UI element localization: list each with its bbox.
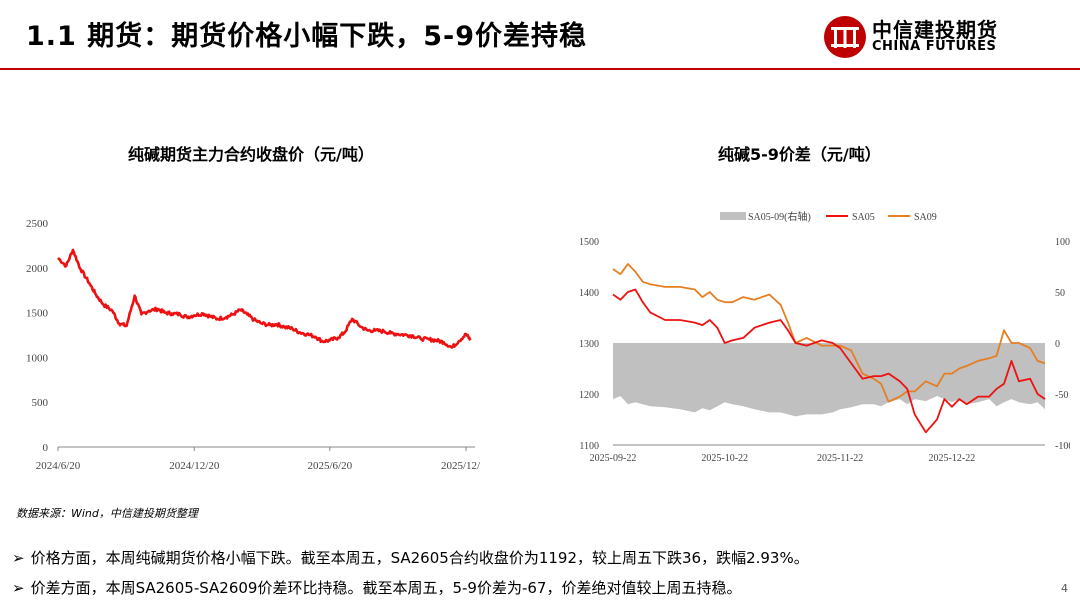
legend-label-sa05: SA05	[852, 212, 875, 223]
y-left-tick-label: 1300	[579, 339, 599, 350]
header-divider	[0, 68, 1080, 70]
y-left-tick-label: 1100	[579, 441, 599, 452]
legend-label-spread: SA05-09(右轴)	[748, 210, 811, 223]
y-tick-label: 2500	[26, 218, 49, 230]
sa09-series-line	[612, 263, 1046, 403]
spread-area	[613, 343, 1045, 417]
logo-text-en: CHINA FUTURES	[872, 39, 997, 54]
bullet-arrow-icon: ➢	[12, 549, 25, 567]
sa05-series-line	[612, 288, 1046, 434]
bullet-item: ➢ 价格方面，本周纯碱期货价格小幅下跌。截至本周五，SA2605合约收盘价为119…	[12, 547, 809, 568]
bullet-text: 价格方面，本周纯碱期货价格小幅下跌。截至本周五，SA2605合约收盘价为1192…	[30, 549, 809, 567]
chart2-title: 纯碱5-9价差（元/吨）	[718, 145, 881, 164]
bullet-item: ➢ 价差方面，本周SA2605-SA2609价差环比持稳。截至本周五，5-9价差为…	[12, 577, 741, 598]
company-logo: 中信建投期货 CHINA FUTURES	[822, 12, 1022, 62]
y-left-tick-label: 1400	[579, 288, 599, 299]
logo-mark-icon	[824, 16, 866, 58]
legend-swatch-spread	[720, 212, 746, 220]
y-tick-label: 2000	[26, 263, 49, 275]
x-tick-label: 2025-12-22	[929, 453, 976, 464]
spread-chart: 1100 1200 1300 1400 1500 -100 -50 0 50 100 2025-09…	[579, 210, 1070, 464]
y-tick-label: 1000	[26, 352, 49, 364]
y-right-tick-label: -100	[1055, 441, 1070, 452]
bullet-text: 价差方面，本周SA2605-SA2609价差环比持稳。截至本周五，5-9价差为-…	[30, 579, 742, 597]
x-tick-label: 2025/12/20	[441, 460, 480, 472]
x-tick-label: 2024/12/20	[169, 460, 220, 472]
x-tick-label: 2025/6/20	[307, 460, 352, 472]
page-number: 4	[1061, 582, 1068, 595]
price-series-line	[57, 248, 472, 349]
y-right-tick-label: -50	[1055, 390, 1068, 401]
bullet-arrow-icon: ➢	[12, 579, 25, 597]
y-left-tick-label: 1200	[579, 390, 599, 401]
y-right-tick-label: 0	[1055, 339, 1060, 350]
x-tick-label: 2025-11-22	[817, 453, 863, 464]
x-tick-label: 2024/6/20	[36, 460, 81, 472]
y-tick-label: 500	[32, 397, 49, 409]
legend-label-sa09: SA09	[914, 212, 937, 223]
x-tick-label: 2025-10-22	[701, 453, 748, 464]
y-right-tick-label: 50	[1055, 288, 1065, 299]
y-left-tick-label: 1500	[579, 237, 599, 248]
y-right-tick-label: 100	[1055, 237, 1070, 248]
y-tick-label: 1500	[26, 308, 49, 320]
x-tick-label: 2025-09-22	[590, 453, 637, 464]
page-title: 1.1 期货：期货价格小幅下跌，5-9价差持稳	[26, 21, 588, 52]
data-source: 数据来源：Wind，中信建投期货整理	[16, 507, 198, 520]
chart1-title: 纯碱期货主力合约收盘价（元/吨）	[128, 145, 374, 164]
price-chart: 0 500 1000 1500 2000 2500 2024/6/20 2024/12/20 2…	[26, 218, 480, 472]
y-tick-label: 0	[43, 442, 49, 454]
logo-text-cn: 中信建投期货	[872, 18, 998, 42]
